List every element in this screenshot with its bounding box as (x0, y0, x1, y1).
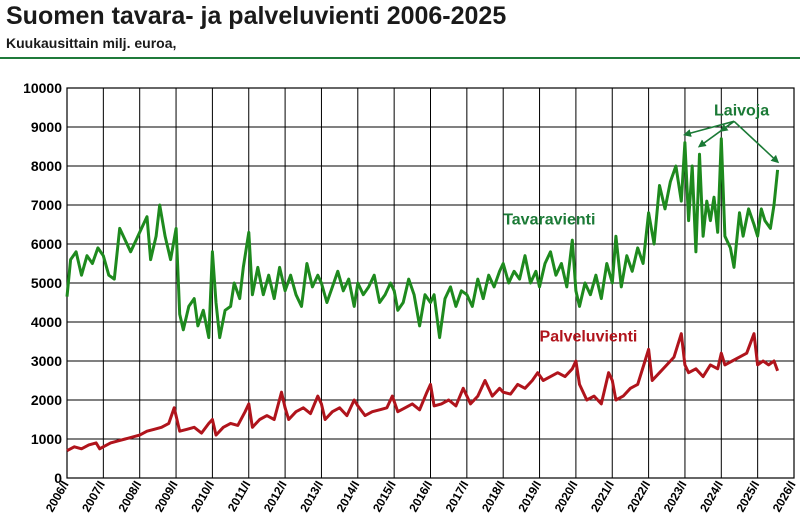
y-tick-label-4: 4000 (31, 314, 62, 330)
x-tick-label-20: 2026/I (770, 479, 799, 515)
y-tick-label-10: 10000 (23, 80, 62, 96)
y-tick-label-8: 8000 (31, 158, 62, 174)
x-tick-label-9: 2015/I (370, 479, 399, 515)
x-tick-label-8: 2014/I (334, 479, 363, 515)
x-tick-label-18: 2024/I (697, 479, 726, 515)
y-tick-labels: 0 1000 2000 3000 4000 5000 6000 7000 8000 9000 100… (23, 80, 62, 486)
x-tick-label-6: 2012/I (261, 479, 290, 515)
x-tick-label-3: 2009/I (152, 479, 181, 515)
x-tick-label-13: 2019/I (515, 479, 544, 515)
y-tick-label-1: 1000 (31, 431, 62, 447)
x-tick-labels: 2006/I 2007/I 2008/I 2009/I 2010/I 2011/I 2012… (43, 479, 799, 515)
x-tick-label-15: 2021/I (588, 479, 617, 515)
page-title: Suomen tavara- ja palveluvienti 2006-202… (6, 2, 507, 30)
x-tick-label-2: 2008/I (115, 479, 144, 515)
x-tick-label-14: 2020/I (552, 479, 581, 515)
x-tick-label-1: 2007/I (79, 479, 108, 515)
page-subtitle: Kuukausittain milj. euroa, (6, 35, 177, 51)
x-tick-label-7: 2013/I (297, 479, 326, 515)
y-tick-label-0: 0 (54, 470, 62, 486)
series-line-palveluvienti (66, 332, 780, 453)
y-tick-label-7: 7000 (31, 197, 62, 213)
y-tick-label-3: 3000 (31, 353, 62, 369)
annotation-palveluvienti: Palveluvienti (540, 329, 638, 346)
x-tick-label-16: 2022/I (624, 479, 653, 515)
x-tick-label-12: 2018/I (479, 479, 508, 515)
x-tick-label-5: 2011/I (225, 479, 253, 514)
annotation-arrow-0 (683, 120, 735, 137)
x-tick-label-11: 2017/I (443, 479, 472, 515)
chart-series (65, 137, 780, 453)
series-line-tavaravienti (65, 137, 780, 340)
annotation-tavaravienti: Tavaravienti (503, 212, 595, 229)
x-tick-label-0: 2006/I (43, 479, 72, 515)
x-tick-label-17: 2023/I (661, 479, 690, 515)
x-tick-label-10: 2016/I (406, 479, 435, 515)
x-tick-label-19: 2025/I (733, 479, 762, 515)
annotation-laivoja: Laivoja (714, 102, 769, 119)
header-rule (0, 57, 800, 59)
chart-annotations: Tavaravienti Palveluvienti Laivoja (503, 102, 780, 346)
x-tick-label-4: 2010/I (188, 479, 217, 515)
annotation-arrow-2 (719, 120, 735, 132)
y-tick-label-5: 5000 (31, 275, 62, 291)
y-tick-label-9: 9000 (31, 119, 62, 135)
annotation-arrow-3 (733, 120, 780, 164)
y-tick-label-6: 6000 (31, 236, 62, 252)
y-tick-label-2: 2000 (31, 392, 62, 408)
